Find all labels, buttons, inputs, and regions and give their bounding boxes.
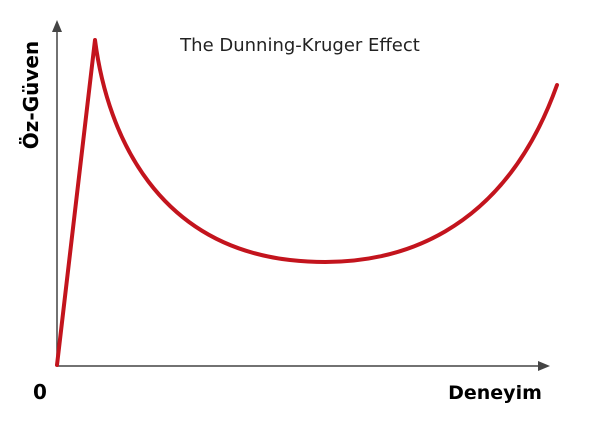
y-axis-label: Öz-Güven <box>19 41 43 149</box>
title: The Dunning-Kruger Effect <box>179 35 420 56</box>
origin-label: 0 <box>33 380 47 404</box>
x-axis-arrow <box>538 361 550 371</box>
confidence-curve <box>55 38 559 367</box>
x-axis-label: Deneyim <box>448 382 542 404</box>
y-axis-arrow <box>52 20 62 32</box>
